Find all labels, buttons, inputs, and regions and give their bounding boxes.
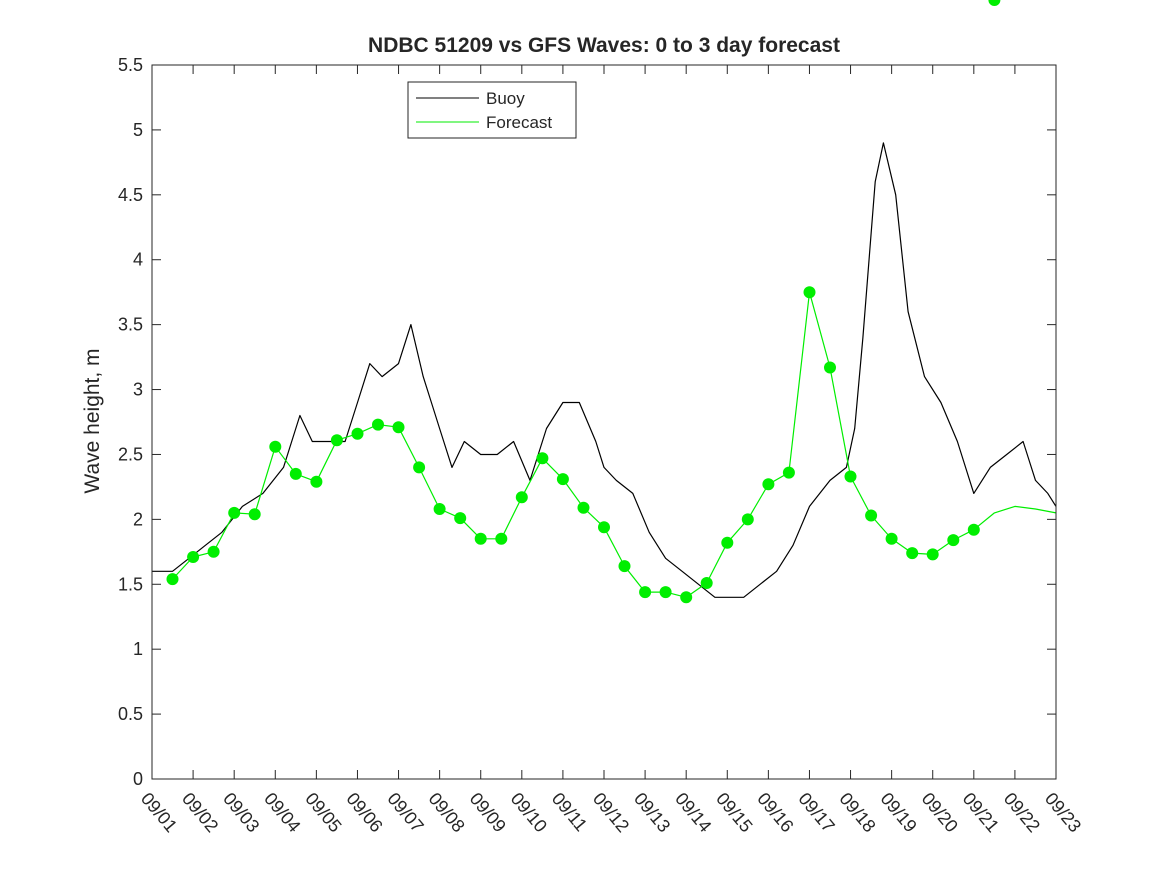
y-tick-label: 4.5 [118, 185, 143, 205]
forecast-marker [865, 509, 878, 522]
legend-forecast-label: Forecast [486, 113, 552, 132]
y-tick-label: 3.5 [118, 315, 143, 335]
forecast-marker [454, 512, 467, 525]
forecast-marker [248, 508, 261, 521]
forecast-marker [556, 473, 569, 486]
forecast-marker [330, 434, 343, 447]
forecast-marker [680, 591, 693, 604]
forecast-marker [310, 475, 323, 488]
forecast-marker [269, 440, 282, 453]
y-tick-label: 2 [133, 509, 143, 529]
forecast-marker [906, 547, 919, 560]
y-tick-label: 0 [133, 769, 143, 789]
forecast-marker [413, 461, 426, 474]
forecast-marker [495, 532, 508, 545]
chart-title: NDBC 51209 vs GFS Waves: 0 to 3 day fore… [368, 34, 840, 57]
forecast-marker [372, 418, 384, 431]
y-tick-label: 0.5 [118, 704, 143, 724]
legend-buoy-label: Buoy [486, 89, 525, 108]
forecast-marker [207, 545, 220, 558]
forecast-marker [577, 501, 590, 514]
forecast-marker [926, 548, 939, 561]
forecast-marker [392, 421, 405, 434]
plot-frame [151, 64, 1057, 780]
y-tick-label: 5.5 [118, 55, 143, 75]
forecast-marker [474, 532, 487, 545]
forecast-marker [988, 0, 1001, 6]
forecast-marker [844, 470, 857, 483]
forecast-marker [536, 452, 549, 465]
forecast-marker [289, 467, 302, 480]
forecast-marker [598, 521, 610, 534]
forecast-marker [515, 491, 528, 504]
legend-box [407, 81, 577, 139]
forecast-marker [885, 532, 898, 545]
forecast-marker [433, 503, 446, 515]
forecast-marker [639, 586, 652, 599]
forecast-marker [762, 478, 775, 491]
y-tick-label: 4 [133, 250, 143, 270]
forecast-marker [803, 286, 816, 299]
forecast-marker [700, 577, 713, 589]
y-tick-label: 2.5 [118, 444, 143, 464]
y-tick-label: 1 [133, 639, 143, 659]
forecast-marker [721, 536, 734, 549]
forecast-marker [741, 513, 754, 526]
forecast-marker [166, 573, 179, 586]
forecast-marker [782, 466, 795, 479]
legend: Buoy Forecast [407, 81, 577, 139]
series-layer [152, 0, 1057, 604]
forecast-marker [947, 534, 960, 547]
y-tick-label: 5 [133, 120, 143, 140]
y-axis-label: Wave height, m [81, 348, 104, 493]
forecast-marker [824, 361, 836, 374]
forecast-marker [967, 523, 980, 536]
forecast-marker [228, 506, 241, 519]
forecast-marker [351, 427, 364, 440]
forecast-marker [187, 551, 200, 563]
y-tick-label: 1.5 [118, 574, 143, 594]
forecast-marker [618, 560, 631, 573]
y-tick-label: 3 [133, 380, 143, 400]
plot-area [152, 65, 1056, 779]
forecast-marker [659, 586, 672, 599]
